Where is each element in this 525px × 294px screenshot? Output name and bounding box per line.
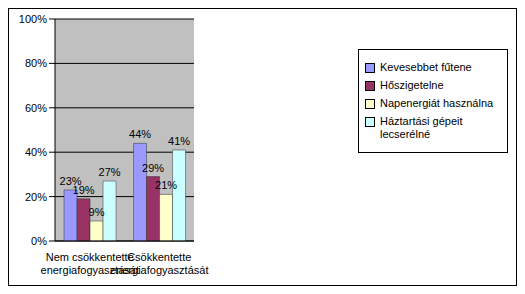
svg-text:0%: 0% [31,235,47,247]
svg-text:41%: 41% [168,135,190,147]
html-text:Háztartási gépeit lecserélné: Háztartási gépeit lecserélné [380,115,463,140]
svg-text:21%: 21% [155,179,177,191]
svg-text:27%: 27% [99,166,121,178]
html-text:Napenergiát használna: Napenergiát használna [380,97,494,109]
svg-text:Csökkentetteenergiafogyasztásá: Csökkentetteenergiafogyasztását [110,251,208,276]
svg-text:60%: 60% [25,102,47,114]
html-text:Hőszigetelne: Hőszigetelne [380,79,444,91]
html-text:Kevesebbet fűtene: Kevesebbet fűtene [380,61,472,73]
svg-text:20%: 20% [25,191,47,203]
html-text:Nem csökkentette: Nem csökkentette [45,251,134,263]
svg-text:19%: 19% [73,184,95,196]
svg-text:40%: 40% [25,146,47,158]
svg-text:44%: 44% [129,128,151,140]
svg-text:23%: 23% [59,174,82,187]
svg-text:80%: 80% [25,57,47,69]
svg-text:100%: 100% [19,13,47,25]
html-text:energiafogyasztását: energiafogyasztását [40,264,139,276]
svg-text:29%: 29% [142,162,164,174]
svg-text:9%: 9% [89,206,105,218]
